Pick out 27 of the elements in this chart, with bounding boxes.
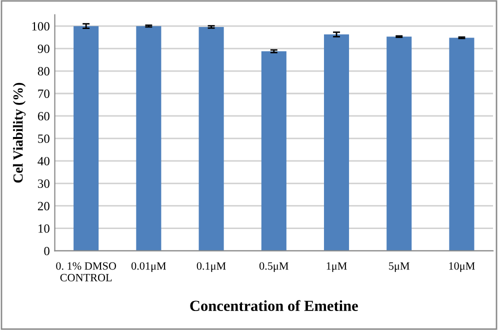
x-tick-label: 10μM [449,262,475,272]
bar [136,26,162,251]
y-tick-label: 70 [38,90,50,98]
bar [74,26,99,251]
x-tick-label: 0.1μM [196,262,226,272]
bar [386,36,412,251]
y-tick-label: 100 [32,22,50,31]
y-tick-label: 30 [38,179,50,188]
x-tick-label: 0.01μM [131,262,166,272]
y-tick-label: 80 [38,67,50,76]
x-axis-title: Concentration of Emetine [190,300,358,312]
x-tick-label: 0. 1% DMSO CONTROL [56,262,116,282]
x-tick-label: 0.5μM [259,262,288,272]
y-tick-label: 50 [38,134,50,143]
y-tick-label: 0 [44,246,50,256]
y-tick-label: 90 [38,44,50,54]
bar [198,26,224,251]
bar [324,34,350,251]
x-tick-label: 5μM [389,262,410,272]
y-tick-label: 60 [38,112,50,120]
y-tick-label: 10 [38,224,50,233]
x-tick-label: 1μM [326,262,347,272]
bar [449,38,474,251]
y-axis-title: Cel Viability (%) [12,82,26,183]
y-tick-label: 40 [38,156,50,166]
y-tick-label: 20 [38,202,50,210]
bar [261,51,286,251]
